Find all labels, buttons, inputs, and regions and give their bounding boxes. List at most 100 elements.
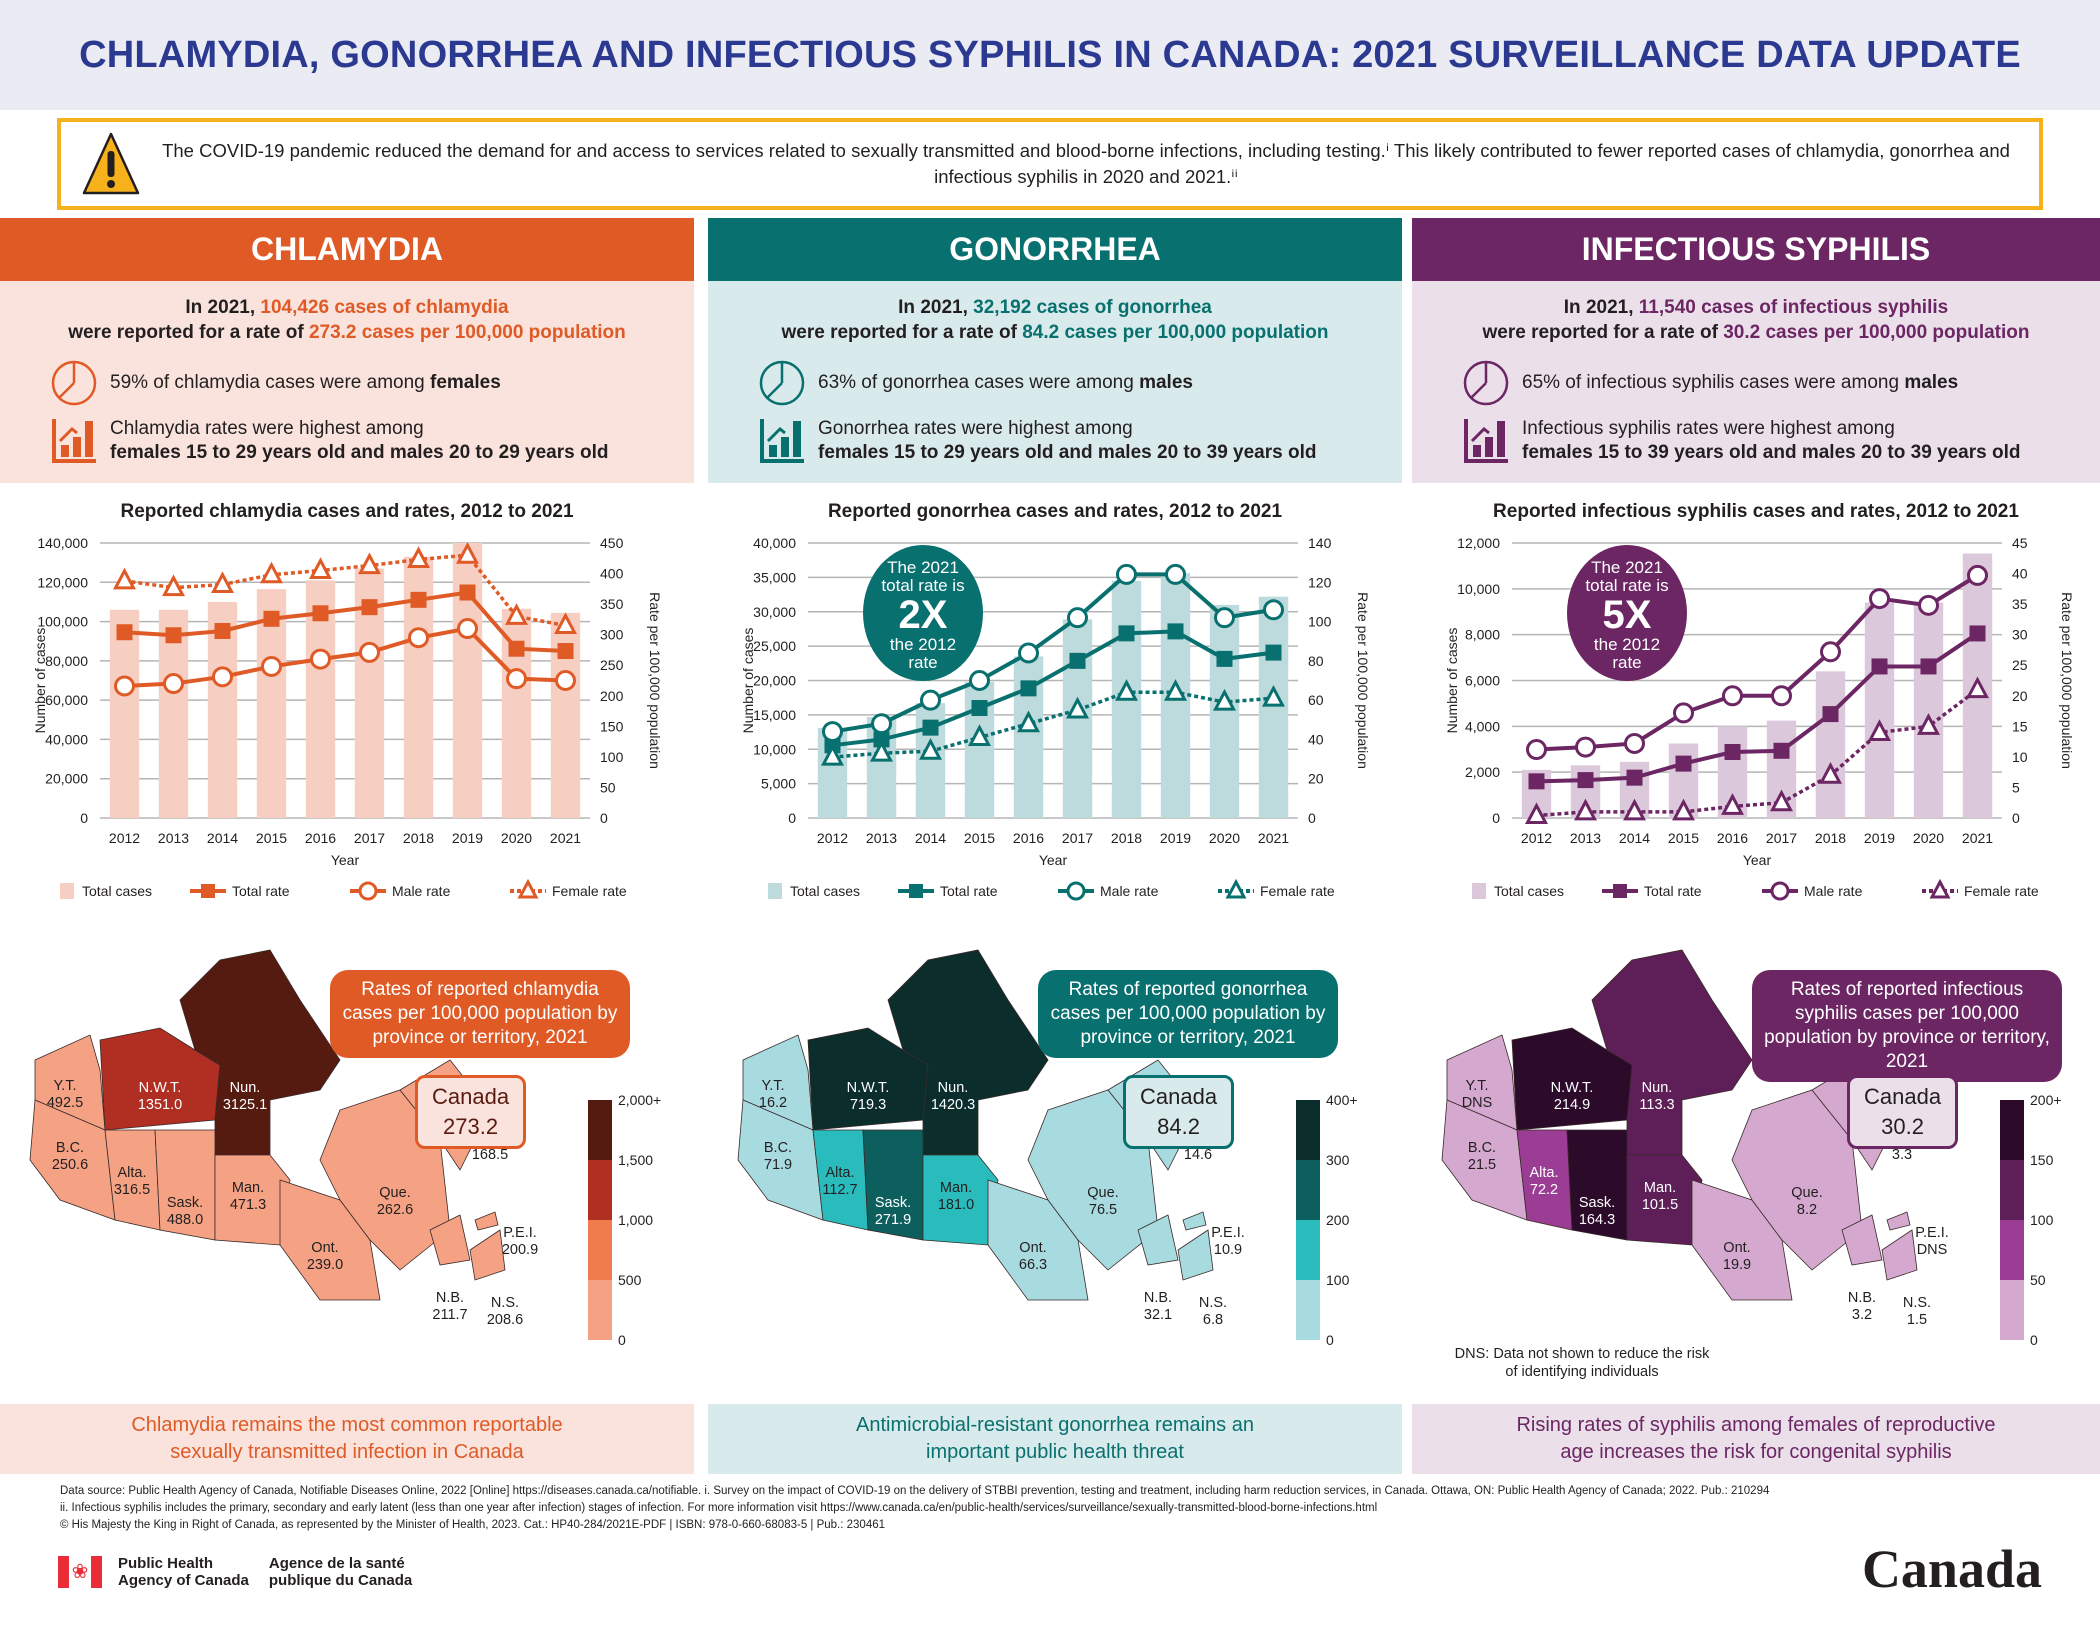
y2-tick-label: 35 [2012, 596, 2028, 612]
y-tick-label: 2,000 [1465, 764, 1500, 780]
lead-text: were reported for a rate of [781, 322, 1023, 343]
province-label: B.C. 250.6 [40, 1140, 100, 1174]
marker-female-rate [870, 739, 893, 762]
x-tick-label: 2013 [866, 830, 897, 846]
province-abbr: Alta. [825, 1165, 855, 1181]
pie-chart-icon [51, 360, 97, 406]
province-label: Alta. 316.5 [102, 1165, 162, 1199]
summary-lead: In 2021, 104,426 cases of chlamydia were… [0, 295, 694, 345]
province-rate: 3.2 [1851, 1307, 1873, 1323]
legend-swatch-total-cases [60, 883, 74, 899]
legend-tick-label: 400+ [1326, 1092, 1358, 1108]
marker-female-rate [1770, 789, 1793, 812]
province-label: P.E.I. 200.9 [490, 1225, 550, 1259]
gonorrhea-column: GONORRHEA In 2021, 32,192 cases of gonor… [708, 218, 1402, 963]
marker-male-rate [1526, 739, 1547, 761]
bar-chart-trend-icon [1464, 419, 1508, 463]
province-abbr: Man. [231, 1180, 265, 1196]
x-tick-label: 2017 [1062, 830, 1093, 846]
province-shape [429, 1214, 471, 1266]
y2-tick-label: 450 [600, 535, 624, 551]
province-rate: DNS [1916, 1242, 1948, 1258]
legend-tick-label: 0 [618, 1332, 626, 1348]
province-abbr: Man. [1643, 1180, 1677, 1196]
y2-tick-label: 20 [2012, 688, 2028, 704]
marker-total-rate [508, 640, 525, 657]
chart-svg: 0 20,000 40,000 60,000 80,000 100,000 120,000 1… [32, 535, 663, 901]
y-tick-label: 100,000 [37, 614, 88, 630]
legend-swatch [1296, 1100, 1320, 1160]
province-label: Man. 471.3 [218, 1180, 278, 1214]
y-tick-label: 40,000 [753, 535, 796, 551]
marker-total-rate [971, 700, 988, 716]
y2-tick-label: 140 [1308, 535, 1332, 551]
province-abbr: Nun. [229, 1080, 261, 1096]
y2-tick-label: 45 [2012, 535, 2028, 551]
bar-total-cases [1913, 602, 1944, 818]
y2-tick-label: 200 [600, 688, 624, 704]
y-tick-label: 140,000 [37, 535, 88, 551]
province-rate: 168.5 [471, 1147, 509, 1163]
marker-female-rate [260, 561, 283, 584]
closing-message: Chlamydia remains the most common report… [0, 1404, 694, 1474]
y2-axis-label: Rate per 100,000 population [1355, 592, 1371, 769]
marker-total-rate [1626, 769, 1643, 786]
y2-tick-label: 40 [1308, 731, 1324, 747]
y2-tick-label: 20 [1308, 771, 1324, 787]
marker-total-rate [1118, 625, 1135, 642]
legend-tick-label: 200 [1326, 1212, 1350, 1228]
y-tick-label: 20,000 [45, 771, 88, 787]
legend-marker-triangle [1225, 878, 1247, 899]
province-shape [1881, 1229, 1918, 1281]
marker-male-rate [1624, 732, 1645, 754]
legend-swatch-total-cases [768, 883, 782, 899]
legend-swatch [2000, 1220, 2024, 1280]
legend-tick-label: 100 [2030, 1212, 2054, 1228]
province-abbr: Que. [1791, 1185, 1823, 1201]
marker-female-rate [505, 603, 528, 625]
canada-rate-value: 273.2 [443, 1114, 499, 1139]
province-abbr: N.B. [1847, 1290, 1877, 1306]
marker-male-rate [969, 670, 990, 691]
y2-tick-label: 80 [1308, 653, 1324, 669]
chart-title: Reported infectious syphilis cases and r… [1493, 501, 2019, 522]
legend-swatch [2000, 1280, 2024, 1340]
province-rate: 181.0 [937, 1197, 975, 1213]
province-label: N.B. 211.7 [420, 1290, 480, 1324]
covid-alert-box: The COVID-19 pandemic reduced the demand… [57, 118, 2043, 210]
legend-swatch-total-cases [1472, 883, 1486, 899]
marker-female-rate [1525, 802, 1548, 825]
province-label: Alta. 72.2 [1514, 1165, 1574, 1199]
y-axis-label: Number of cases [740, 628, 756, 734]
section-header: CHLAMYDIA [0, 218, 694, 281]
copyright-line: © His Majesty the King in Right of Canad… [60, 1519, 886, 1531]
marker-female-rate [1213, 688, 1236, 711]
province-label: Man. 101.5 [1630, 1180, 1690, 1214]
stat-bold: females [430, 372, 501, 393]
bar-total-cases [1815, 671, 1846, 818]
y-tick-label: 0 [1492, 810, 1500, 826]
marker-male-rate [457, 618, 478, 640]
marker-female-rate [1262, 684, 1285, 707]
province-abbr: Man. [939, 1180, 973, 1196]
province-rate: 262.6 [376, 1202, 414, 1218]
province-rate: DNS [1461, 1095, 1493, 1111]
province-label: P.E.I. DNS [1902, 1225, 1962, 1259]
rate-highlight: 273.2 cases per 100,000 population [308, 322, 626, 343]
legend-tick-label: 200+ [2030, 1092, 2062, 1108]
legend-label: Female rate [552, 883, 627, 899]
marker-total-rate [1871, 658, 1888, 675]
province-rate: 32.1 [1143, 1307, 1173, 1323]
province-shape [1446, 1034, 1518, 1131]
province-shape [1441, 1099, 1528, 1221]
province-shape [29, 1099, 116, 1221]
province-shape [1177, 1229, 1214, 1281]
province-abbr: N.S. [1198, 1295, 1228, 1311]
marker-male-rate [555, 670, 576, 691]
marker-female-rate [1672, 798, 1695, 821]
callout-multiplier: 2X [899, 593, 948, 637]
province-label: Sask. 488.0 [155, 1195, 215, 1229]
line-male-rate [124, 626, 566, 688]
map-title: Rates of reported gonorrhea cases per 10… [1038, 970, 1338, 1058]
line-total-rate [124, 590, 566, 654]
